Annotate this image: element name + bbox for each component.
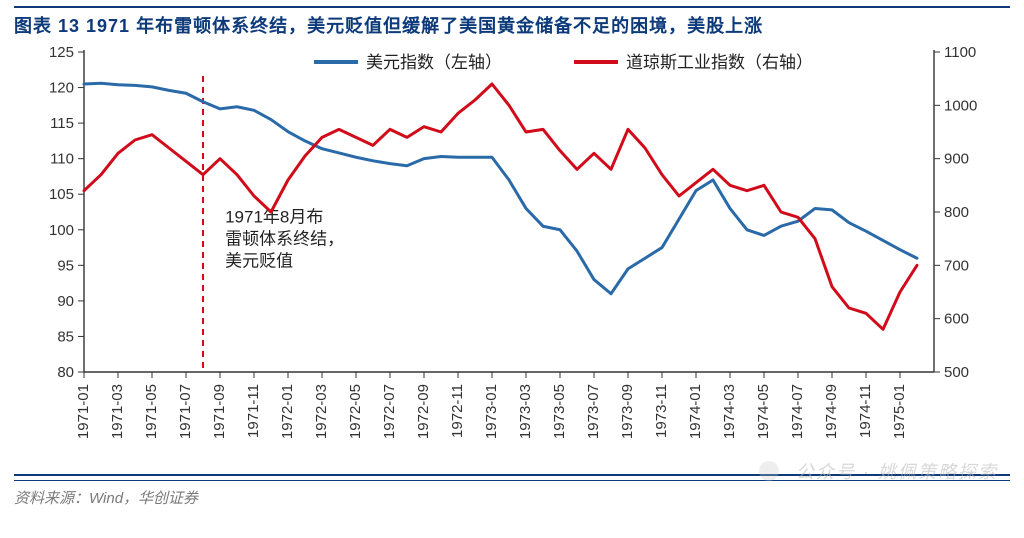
svg-text:1971-03: 1971-03 (109, 384, 126, 439)
series-usd-index (84, 83, 917, 293)
svg-text:105: 105 (49, 186, 74, 203)
watermark-text: 公众号 · 姚佩策略探索 (796, 462, 998, 482)
svg-text:1972-03: 1972-03 (313, 384, 330, 439)
svg-text:1974-05: 1974-05 (755, 384, 772, 439)
svg-text:600: 600 (944, 311, 969, 328)
svg-text:雷顿体系终结，: 雷顿体系终结， (225, 230, 344, 249)
svg-text:1971年8月布: 1971年8月布 (225, 208, 323, 227)
svg-text:1000: 1000 (944, 97, 977, 114)
svg-text:1975-01: 1975-01 (891, 384, 908, 439)
svg-text:1973-11: 1973-11 (653, 384, 670, 438)
legend-label: 道琼斯工业指数（右轴） (626, 53, 813, 72)
svg-text:120: 120 (49, 80, 74, 97)
svg-text:美元贬值: 美元贬值 (225, 252, 293, 271)
svg-text:1971-05: 1971-05 (143, 384, 160, 439)
svg-text:85: 85 (57, 328, 74, 345)
svg-text:1974-01: 1974-01 (687, 384, 704, 439)
svg-text:1971-09: 1971-09 (211, 384, 228, 439)
svg-text:1974-09: 1974-09 (823, 384, 840, 439)
svg-text:1974-11: 1974-11 (857, 384, 874, 438)
source-text: 资料来源：Wind，华创证券 (14, 487, 1010, 508)
svg-text:800: 800 (944, 204, 969, 221)
chart-title: 图表 13 1971 年布雷顿体系终结，美元贬值但缓解了美国黄金储备不足的困境，… (14, 16, 763, 36)
svg-text:1973-07: 1973-07 (585, 384, 602, 439)
svg-text:1972-07: 1972-07 (381, 384, 398, 439)
svg-text:1100: 1100 (944, 44, 976, 61)
svg-text:115: 115 (50, 115, 74, 132)
dual-axis-line-chart: 80 85 90 95 100 105 110 115 120 125 500 600 700 800 90… (14, 42, 1010, 472)
wechat-icon (759, 461, 779, 481)
svg-text:1971-01: 1971-01 (75, 384, 92, 439)
svg-text:900: 900 (944, 151, 969, 168)
watermark: 公众号 · 姚佩策略探索 (759, 458, 998, 484)
svg-text:1973-03: 1973-03 (517, 384, 534, 439)
svg-text:1974-07: 1974-07 (789, 384, 806, 439)
svg-text:95: 95 (57, 257, 74, 274)
svg-text:125: 125 (49, 44, 74, 61)
legend-label: 美元指数（左轴） (366, 53, 502, 72)
svg-text:1972-11: 1972-11 (449, 384, 466, 438)
legend-swatch (314, 60, 358, 64)
svg-text:100: 100 (49, 222, 74, 239)
svg-text:700: 700 (944, 257, 969, 274)
series-dow-jones (84, 84, 917, 329)
svg-text:1973-09: 1973-09 (619, 384, 636, 439)
svg-text:1972-01: 1972-01 (279, 384, 296, 439)
svg-text:1971-11: 1971-11 (245, 384, 262, 438)
svg-text:1973-05: 1973-05 (551, 384, 568, 439)
svg-text:1974-03: 1974-03 (721, 384, 738, 439)
svg-text:90: 90 (57, 293, 74, 310)
svg-text:1972-09: 1972-09 (415, 384, 432, 439)
svg-text:80: 80 (57, 364, 74, 381)
svg-text:110: 110 (50, 151, 74, 168)
svg-text:1971-07: 1971-07 (177, 384, 194, 439)
chart-container: 80 85 90 95 100 105 110 115 120 125 500 600 700 800 90… (14, 42, 1010, 472)
svg-text:1973-01: 1973-01 (483, 384, 500, 439)
legend-swatch (574, 60, 618, 64)
svg-text:1972-05: 1972-05 (347, 384, 364, 439)
svg-text:500: 500 (944, 364, 969, 381)
